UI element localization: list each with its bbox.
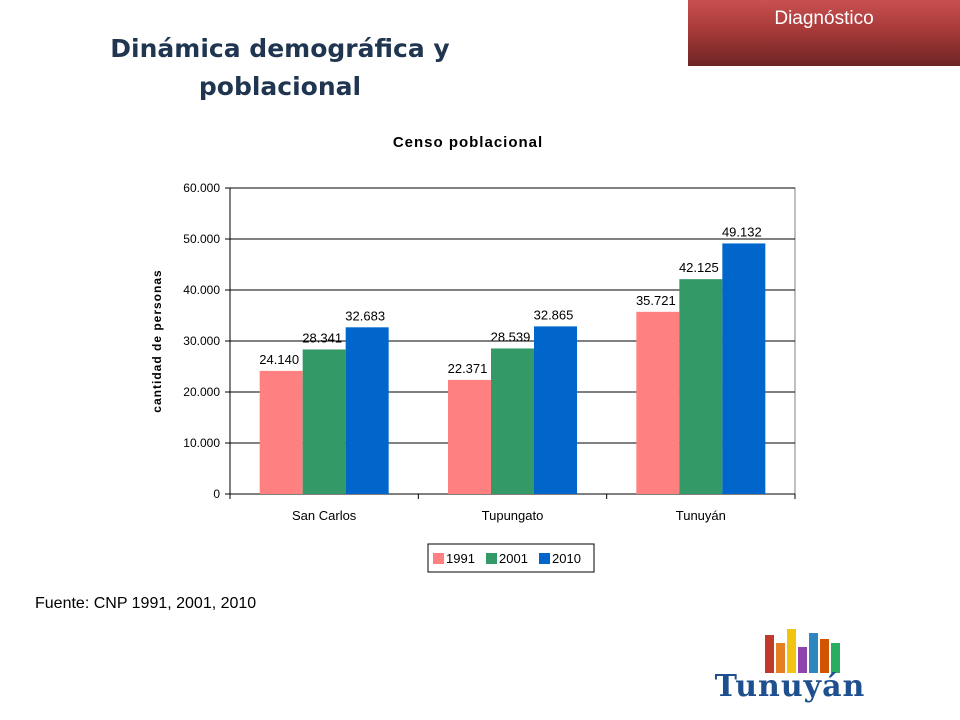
x-tick-label: Tunuyán <box>676 508 726 523</box>
source-note: Fuente: CNP 1991, 2001, 2010 <box>35 595 257 612</box>
bar-2001 <box>491 348 534 494</box>
data-label: 35.721 <box>636 293 676 308</box>
legend-swatch-2010 <box>539 553 550 564</box>
y-tick-label: 30.000 <box>183 334 220 348</box>
bar-1991 <box>448 379 491 494</box>
y-axis-label: cantidad de personas <box>150 269 164 412</box>
bar-1991 <box>259 370 303 494</box>
bar-2010 <box>534 326 577 494</box>
legend-label: 1991 <box>446 551 475 566</box>
x-tick-label: San Carlos <box>292 508 357 523</box>
legend-box <box>427 543 595 573</box>
y-tick-label: 60.000 <box>183 181 220 195</box>
bar-2001 <box>679 279 723 494</box>
colored-bars-logo-icon <box>765 625 845 673</box>
data-label: 32.683 <box>345 308 385 323</box>
section-badge: Diagnóstico <box>688 0 960 66</box>
logo-bar <box>809 633 818 673</box>
logo-bar <box>820 639 829 673</box>
legend-label: 2010 <box>552 551 581 566</box>
data-label: 28.341 <box>302 330 342 345</box>
bar-2010 <box>345 327 389 494</box>
logo-bar <box>798 647 807 673</box>
data-label: 42.125 <box>679 260 719 275</box>
data-label: 24.140 <box>259 352 299 367</box>
chart-title: Censo poblacional <box>393 134 543 151</box>
logo-wordmark: Tunuyán <box>714 669 866 704</box>
legend-label: 2001 <box>499 551 528 566</box>
bar-2010 <box>722 243 766 494</box>
legend-swatch-1991 <box>433 553 444 564</box>
bar-2001 <box>302 349 346 494</box>
x-tick-label: Tupungato <box>482 508 544 523</box>
y-tick-label: 50.000 <box>183 232 220 246</box>
bar-1991 <box>636 311 680 494</box>
logo-bar <box>776 643 785 673</box>
logo-bar <box>765 635 774 673</box>
legend-swatch-2001 <box>486 553 497 564</box>
y-tick-label: 20.000 <box>183 385 220 399</box>
logo-bar <box>831 643 840 673</box>
page-title: Dinámica demográfica y poblacional <box>110 34 450 101</box>
y-tick-label: 0 <box>213 487 220 501</box>
data-label: 22.371 <box>448 361 488 376</box>
logo-bar <box>787 629 796 673</box>
municipality-logo: Tunuyán <box>700 625 872 704</box>
y-tick-label: 10.000 <box>183 436 220 450</box>
data-label: 49.132 <box>722 224 762 239</box>
data-label: 32.865 <box>534 307 574 322</box>
y-tick-label: 40.000 <box>183 283 220 297</box>
data-label: 28.539 <box>491 329 531 344</box>
